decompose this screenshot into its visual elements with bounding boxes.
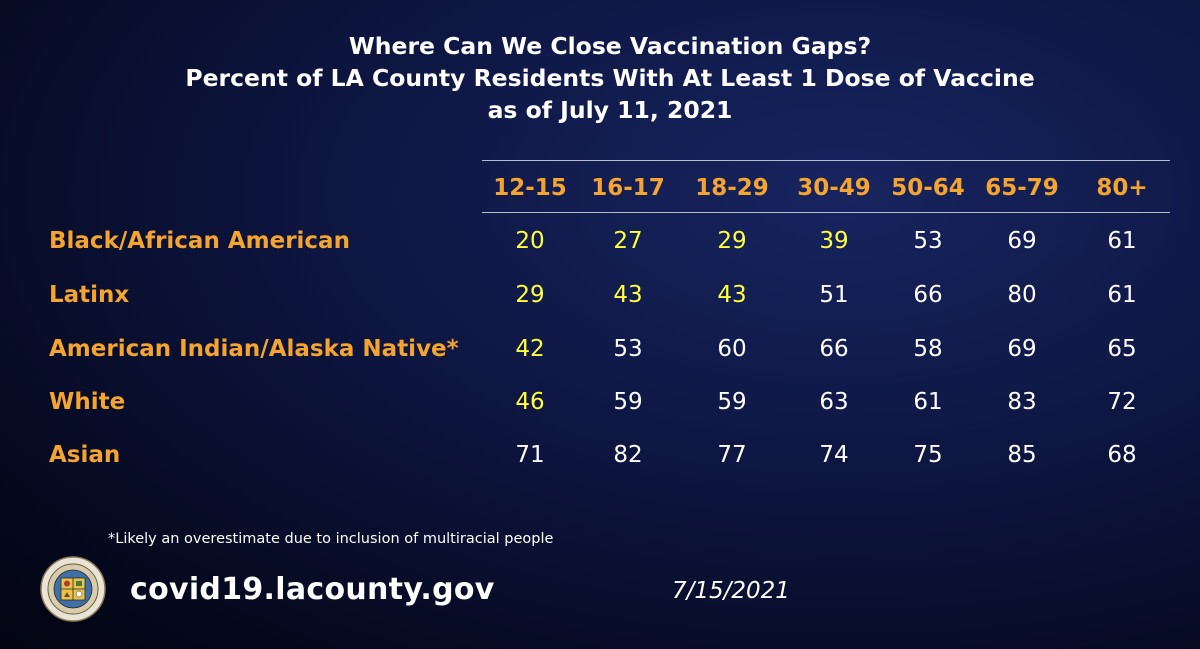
table-cell: 71 [515, 442, 545, 468]
table-cell: 63 [819, 389, 849, 415]
table-cell: 58 [913, 336, 943, 362]
table-cell: 69 [1007, 228, 1037, 254]
report-date: 7/15/2021 [672, 578, 790, 604]
table-cell: 27 [613, 228, 643, 254]
table-cell: 20 [515, 228, 545, 254]
table-cell: 60 [717, 336, 747, 362]
table-cell: 59 [717, 389, 747, 415]
title-line-2: Percent of LA County Residents With At L… [185, 64, 1035, 92]
table-cell: 59 [613, 389, 643, 415]
table-cell: 66 [819, 336, 849, 362]
table-cell: 75 [913, 442, 943, 468]
column-header: 80+ [1096, 175, 1148, 201]
column-header: 30-49 [797, 175, 871, 201]
row-label: White [49, 389, 126, 415]
table-cell: 61 [1107, 282, 1137, 308]
table-cell: 68 [1107, 442, 1137, 468]
table-cell: 80 [1007, 282, 1037, 308]
column-header: 65-79 [985, 175, 1059, 201]
table-cell: 74 [819, 442, 849, 468]
county-seal-icon [40, 556, 106, 622]
row-label: Asian [49, 442, 121, 468]
table-cell: 72 [1107, 389, 1137, 415]
table-cell: 61 [913, 389, 943, 415]
chart-title: Where Can We Close Vaccination Gaps? Per… [0, 30, 1200, 126]
table-cell: 82 [613, 442, 643, 468]
table-header-rule [482, 212, 1170, 213]
table-top-rule [482, 160, 1170, 161]
table-cell: 42 [515, 336, 545, 362]
table-cell: 85 [1007, 442, 1037, 468]
column-header: 18-29 [695, 175, 769, 201]
column-header: 50-64 [891, 175, 965, 201]
row-label: American Indian/Alaska Native* [49, 336, 459, 362]
table-cell: 51 [819, 282, 849, 308]
table-cell: 65 [1107, 336, 1137, 362]
website-link[interactable]: covid19.lacounty.gov [130, 572, 495, 607]
table-cell: 43 [717, 282, 747, 308]
row-label: Latinx [49, 282, 130, 308]
table-cell: 53 [613, 336, 643, 362]
column-header: 16-17 [591, 175, 665, 201]
table-cell: 29 [717, 228, 747, 254]
table-cell: 77 [717, 442, 747, 468]
table-cell: 61 [1107, 228, 1137, 254]
table-cell: 53 [913, 228, 943, 254]
column-header: 12-15 [493, 175, 567, 201]
footnote: *Likely an overestimate due to inclusion… [108, 531, 554, 547]
row-label: Black/African American [49, 228, 350, 254]
table-cell: 39 [819, 228, 849, 254]
table-cell: 46 [515, 389, 545, 415]
table-cell: 43 [613, 282, 643, 308]
table-cell: 69 [1007, 336, 1037, 362]
title-line-1: Where Can We Close Vaccination Gaps? [348, 32, 872, 60]
title-line-3: as of July 11, 2021 [487, 96, 733, 124]
table-cell: 66 [913, 282, 943, 308]
table-cell: 29 [515, 282, 545, 308]
table-cell: 83 [1007, 389, 1037, 415]
